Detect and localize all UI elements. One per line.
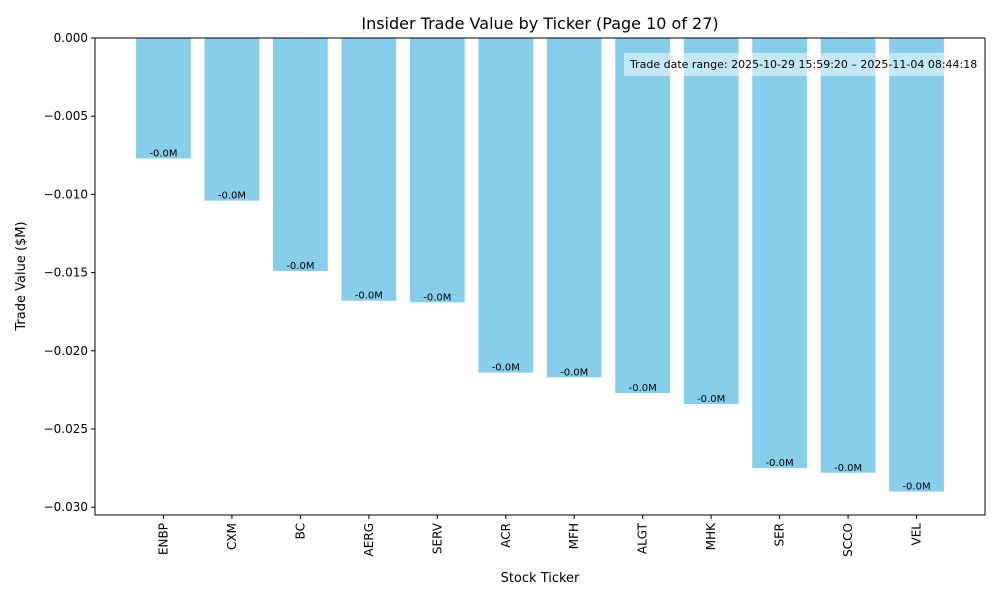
annotation-box [624,53,986,76]
chart-title: Insider Trade Value by Ticker (Page 10 o… [361,14,718,33]
data-label: -0.0M [902,482,930,493]
x-tick-label: CXM [225,523,239,550]
y-tick-label: 0.000 [54,31,88,45]
data-label: -0.0M [286,261,314,272]
data-label: -0.0M [560,367,588,378]
data-label: -0.0M [766,458,794,469]
bar-serv [409,38,465,303]
x-tick-label: ENBP [156,523,170,555]
y-tick-label: −0.020 [44,344,88,358]
x-tick-label: SERV [430,522,444,554]
data-label: -0.0M [629,383,657,394]
bar-algt [615,38,671,394]
y-tick-label: −0.015 [44,266,88,280]
x-tick-label: MHK [704,522,718,550]
data-label: -0.0M [492,363,520,374]
plot-frame [94,37,986,516]
x-tick-label: ACR [499,523,513,548]
y-tick-label: −0.005 [44,109,88,123]
data-label: -0.0M [423,292,451,303]
y-axis-label: Trade Value ($M) [14,221,29,331]
bar-enbp [136,38,191,159]
x-tick-label: AERG [362,523,376,556]
bar-aerg [341,38,397,301]
bar-bc [273,38,328,272]
bar-scco [820,38,876,473]
x-tick-label: SCCO [841,523,855,557]
y-tick-label: −0.030 [44,500,88,514]
bar-mhk [683,38,739,404]
y-tick-label: −0.025 [44,422,88,436]
data-label: -0.0M [149,148,177,159]
data-label: -0.0M [218,191,246,202]
data-label: -0.0M [834,463,862,474]
x-tick-label: BC [293,523,307,539]
data-label: -0.0M [697,394,725,405]
x-tick-label: ALGT [636,522,650,554]
data-label: -0.0M [355,291,383,302]
bar-vel [889,38,944,492]
y-tick-label: −0.010 [44,187,88,201]
annotation-text: Trade date range: 2025-10-29 15:59:20 – … [629,58,977,71]
bar-acr [478,38,534,373]
bar-ser [752,38,807,469]
x-axis-label: Stock Ticker [501,571,580,586]
x-tick-label: MFH [567,523,581,549]
x-tick-label: SER [773,523,787,547]
bar-mfh [546,38,602,378]
bar-cxm [204,38,260,201]
x-tick-label: VEL [910,523,924,546]
